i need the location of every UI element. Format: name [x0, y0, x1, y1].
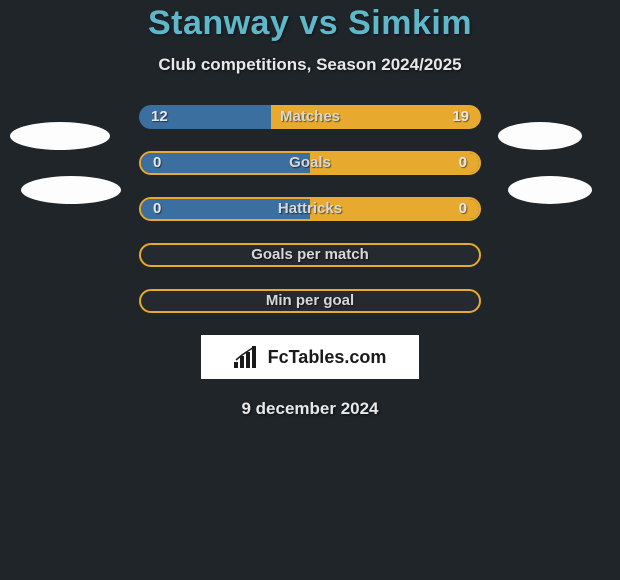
page-title: Stanway vs Simkim	[0, 4, 620, 43]
stat-row: 00Goals	[139, 151, 481, 175]
stat-label: Matches	[139, 105, 481, 129]
stat-row: 00Hattricks	[139, 197, 481, 221]
brand-bars-icon	[234, 346, 262, 368]
stat-label: Goals	[141, 153, 479, 173]
snapshot-date: 9 december 2024	[0, 399, 620, 419]
stat-row: Min per goal	[139, 289, 481, 313]
decorative-ellipse	[10, 122, 110, 150]
player-a-name: Stanway	[148, 4, 289, 42]
brand-badge: FcTables.com	[201, 335, 419, 379]
stat-label: Goals per match	[141, 245, 479, 265]
stat-label: Min per goal	[141, 291, 479, 311]
stat-rows: 1219Matches 00Goals 00Hattricks Goals per m…	[139, 105, 481, 313]
comparison-card: Stanway vs Simkim Club competitions, Sea…	[0, 0, 620, 580]
decorative-ellipse	[21, 176, 121, 204]
vs-separator: vs	[289, 4, 348, 42]
subtitle: Club competitions, Season 2024/2025	[0, 55, 620, 75]
stat-row: Goals per match	[139, 243, 481, 267]
player-b-name: Simkim	[348, 4, 472, 42]
brand-text: FcTables.com	[268, 347, 387, 368]
decorative-ellipse	[498, 122, 582, 150]
decorative-ellipse	[508, 176, 592, 204]
stat-row: 1219Matches	[139, 105, 481, 129]
stat-label: Hattricks	[141, 199, 479, 219]
